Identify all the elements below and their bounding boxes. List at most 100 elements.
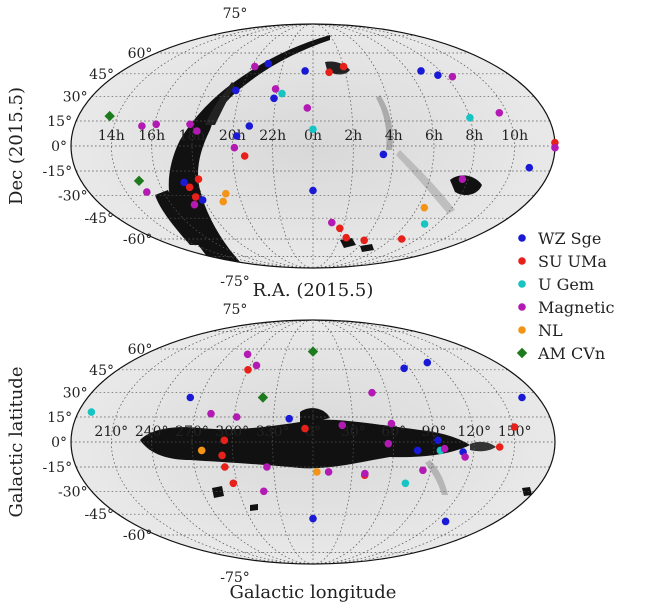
point-equatorial-am-cvn — [133, 175, 145, 187]
grid-meridian — [191, 320, 314, 564]
point-equatorial-wz-sge — [309, 186, 317, 195]
point-equatorial-su-uma — [339, 62, 348, 71]
point-galactic-su-uma — [229, 479, 238, 488]
lon-tick-label: 2h — [344, 128, 362, 144]
legend-marker-nl — [518, 326, 526, 334]
point-galactic-magnetic — [368, 388, 376, 397]
point-equatorial-u-gem — [466, 113, 474, 122]
point-equatorial-su-uma — [191, 193, 200, 201]
legend-marker-magnetic — [518, 303, 526, 311]
point-galactic-u-gem — [87, 408, 96, 416]
point-galactic-am-cvn — [307, 346, 319, 357]
point-galactic-wz-sge — [309, 514, 317, 523]
point-equatorial-wz-sge — [232, 86, 240, 95]
point-equatorial-su-uma — [194, 175, 203, 183]
grid-meridian — [312, 320, 435, 564]
lat-tick-label: -75° — [220, 274, 250, 290]
point-equatorial-wz-sge — [245, 122, 254, 130]
point-galactic-magnetic — [419, 466, 427, 475]
grid-meridian — [191, 24, 314, 268]
legend-label-am-cvn: AM CVn — [537, 344, 605, 363]
point-equatorial-wz-sge — [180, 178, 188, 187]
point-galactic-magnetic — [207, 409, 215, 418]
grid-meridian — [151, 24, 314, 268]
point-galactic-u-gem — [401, 479, 410, 488]
legend-label-u-gem: U Gem — [538, 275, 594, 294]
lat-tick-label: 45° — [89, 67, 114, 83]
lon-tick-label: 22h — [259, 128, 286, 144]
lon-tick-label: 0h — [304, 128, 322, 144]
point-equatorial-magnetic — [138, 122, 146, 130]
lon-tick-label: 120° — [457, 424, 491, 440]
lon-tick-label: 240° — [135, 424, 169, 440]
grid-meridian — [312, 24, 475, 268]
lat-tick-label: 30° — [63, 90, 88, 106]
point-equatorial-wz-sge — [434, 71, 442, 79]
galactic-panel: 210° 240° 270° 300° 330° 0° 30° 60° 90° 120° 150° … — [6, 302, 556, 603]
lat-tick-label: 15° — [47, 114, 72, 130]
lat-tick-label: 45° — [89, 363, 114, 379]
lat-tick-label: -30° — [58, 484, 88, 500]
point-galactic-su-uma — [301, 424, 309, 433]
legend-marker-wz-sge — [518, 234, 526, 242]
point-galactic-magnetic — [440, 444, 449, 453]
point-galactic-su-uma — [495, 443, 504, 451]
point-galactic-magnetic — [461, 453, 469, 461]
point-equatorial-u-gem — [309, 125, 317, 134]
point-equatorial-wz-sge — [417, 67, 425, 75]
point-equatorial-u-gem — [420, 220, 429, 228]
legend-label-nl: NL — [538, 321, 563, 340]
lat-tick-label: 75° — [223, 6, 248, 22]
legend-label-su-uma: SU UMa — [538, 252, 607, 271]
equatorial-panel: 14h 16h 18h 20h 22h 0h 2h 4h 6h 8h 10h -75° -60° -45… — [6, 6, 559, 301]
lon-tick-label: 300° — [215, 424, 249, 440]
grid-meridian — [151, 320, 314, 564]
point-equatorial-magnetic — [551, 143, 559, 152]
point-equatorial-su-uma — [240, 152, 249, 160]
point-equatorial-magnetic — [448, 72, 457, 81]
point-equatorial-magnetic — [193, 127, 201, 135]
lat-tick-label: 60° — [128, 342, 153, 358]
point-equatorial-magnetic — [251, 62, 259, 71]
lat-tick-label: -45° — [84, 507, 114, 523]
galactic-outline — [70, 319, 556, 565]
point-equatorial-su-uma — [342, 233, 351, 242]
lon-tick-label: 330° — [256, 424, 290, 440]
point-galactic-magnetic — [232, 413, 241, 421]
legend-marker-u-gem — [518, 280, 526, 288]
point-equatorial-wz-sge — [232, 132, 241, 140]
equatorial-x-axis-label: R.A. (2015.5) — [253, 280, 374, 301]
lon-tick-label: 60° — [381, 424, 406, 440]
point-equatorial-nl — [222, 189, 230, 198]
legend-label-magnetic: Magnetic — [538, 298, 614, 317]
point-equatorial-su-uma — [360, 236, 369, 245]
point-equatorial-wz-sge — [379, 150, 388, 159]
point-galactic-su-uma — [220, 436, 229, 445]
point-galactic-magnetic — [338, 421, 347, 430]
grid-meridian — [312, 320, 354, 564]
lon-tick-label: 18h — [179, 128, 206, 144]
point-equatorial-magnetic — [458, 175, 467, 183]
grid-meridian — [312, 24, 354, 268]
lon-tick-label: 270° — [175, 424, 209, 440]
point-galactic-nl — [197, 446, 206, 455]
lon-tick-label: 16h — [138, 128, 165, 144]
lon-tick-label: 90° — [422, 424, 447, 440]
point-equatorial-magnetic — [328, 218, 336, 227]
lat-tick-label: -15° — [43, 460, 73, 476]
lon-tick-label: 210° — [94, 424, 128, 440]
grid-meridian — [110, 24, 314, 268]
point-equatorial-su-uma — [185, 183, 194, 192]
lon-tick-label: 10h — [501, 128, 528, 144]
point-galactic-su-uma — [221, 463, 229, 471]
point-equatorial-su-uma — [325, 68, 333, 77]
point-galactic-magnetic — [324, 468, 333, 476]
lon-tick-label: 0° — [305, 424, 321, 440]
grid-meridian — [312, 320, 475, 564]
lon-tick-label: 8h — [465, 128, 483, 144]
point-equatorial-wz-sge — [301, 67, 309, 75]
point-equatorial-am-cvn — [104, 110, 115, 122]
lat-tick-label: 0° — [51, 435, 67, 451]
legend-label-wz-sge: WZ Sge — [538, 229, 601, 248]
